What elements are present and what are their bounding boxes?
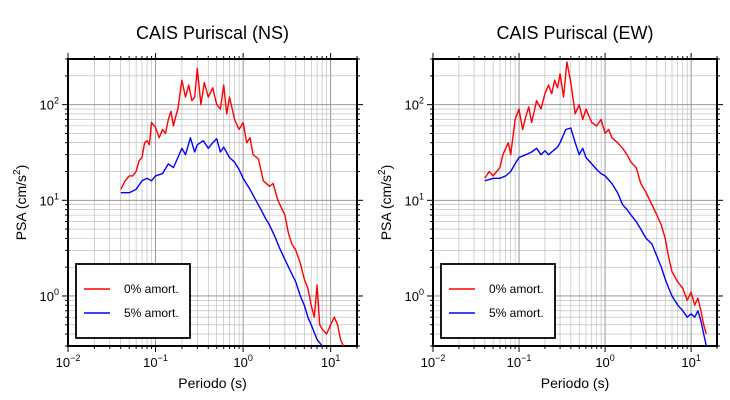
tick-marks	[62, 53, 363, 352]
y-tick-label-base: 10	[405, 193, 419, 208]
x-tick-label-base: 10	[143, 355, 157, 370]
x-tick-label-base: 10	[595, 355, 609, 370]
series-line-amort-0	[484, 61, 707, 335]
plot-frame	[67, 58, 358, 347]
series-line-amort-5	[120, 137, 323, 346]
y-tick-label: 102	[40, 96, 59, 113]
x-tick-label-base: 10	[421, 355, 435, 370]
y-axis-label: PSA (cm/s2)	[12, 165, 29, 241]
y-axis-label-exp: 2	[12, 169, 23, 175]
y-axis-label-close: )	[378, 165, 394, 170]
y-tick-label-exponent: 2	[54, 96, 59, 106]
chart-title: CAIS Puriscal (NS)	[136, 23, 289, 43]
y-axis-label-close: )	[13, 165, 29, 170]
chart-panel-ns: CAIS Puriscal (NS)10−2 10−1 100 10110010110…	[12, 23, 363, 391]
y-tick-label-base: 10	[40, 193, 54, 208]
x-tick-label-exponent: −2	[70, 353, 80, 363]
x-tick-label: 10−2	[421, 353, 446, 370]
y-tick-label: 100	[405, 287, 424, 304]
y-axis-label-exp: 2	[377, 169, 388, 175]
x-tick-label-base: 10	[507, 355, 521, 370]
series-line-amort-0	[120, 67, 345, 346]
legend-label: 0% amort.	[489, 282, 544, 296]
x-tick-label-base: 10	[681, 355, 695, 370]
x-tick-label-exponent: −1	[158, 353, 168, 363]
y-tick-label-base: 10	[40, 289, 54, 304]
x-tick-label-exponent: −2	[435, 353, 445, 363]
y-tick-label-exponent: 0	[419, 287, 424, 297]
x-tick-label-base: 10	[321, 355, 335, 370]
tick-marks	[427, 53, 723, 352]
y-tick-label-base: 10	[40, 98, 54, 113]
y-tick-label: 101	[40, 191, 59, 208]
x-tick-label: 100	[233, 353, 252, 370]
y-tick-label-exponent: 2	[419, 96, 424, 106]
y-tick-label: 102	[405, 96, 424, 113]
y-tick-label: 101	[405, 191, 424, 208]
series-lines	[120, 67, 345, 346]
x-axis-label: Periodo (s)	[541, 375, 609, 391]
x-axis-label: Periodo (s)	[178, 375, 246, 391]
legend-box	[440, 263, 556, 339]
legend-box	[75, 263, 191, 339]
x-tick-label-exponent: 0	[610, 353, 615, 363]
series-lines	[484, 61, 707, 346]
legend-label: 5% amort.	[124, 306, 179, 320]
x-tick-label: 10−1	[143, 353, 168, 370]
x-tick-label: 101	[321, 353, 340, 370]
y-axis-label-base: PSA (cm/s	[13, 175, 29, 240]
legend: 0% amort. 5% amort.	[75, 263, 191, 339]
legend-label: 0% amort.	[124, 282, 179, 296]
y-axis-label: PSA (cm/s2)	[377, 165, 394, 241]
y-tick-label-base: 10	[405, 289, 419, 304]
legend-label: 5% amort.	[489, 306, 544, 320]
x-tick-label-exponent: 0	[248, 353, 253, 363]
y-axis-label-base: PSA (cm/s	[378, 175, 394, 240]
x-tick-label-base: 10	[56, 355, 70, 370]
grid	[67, 58, 358, 347]
plot-frame	[432, 58, 718, 347]
y-tick-label-exponent: 0	[54, 287, 59, 297]
series-line-amort-5	[484, 127, 707, 346]
chart-title: CAIS Puriscal (EW)	[496, 23, 653, 43]
x-tick-label-exponent: 1	[335, 353, 340, 363]
y-tick-label-exponent: 1	[419, 191, 424, 201]
x-tick-label-exponent: −1	[521, 353, 531, 363]
x-tick-label: 10−1	[507, 353, 532, 370]
chart-panel-ew: CAIS Puriscal (EW)10−2 10−1 100 10110010110…	[377, 23, 723, 391]
x-tick-label: 10−2	[56, 353, 81, 370]
y-tick-label-base: 10	[405, 98, 419, 113]
legend: 0% amort. 5% amort.	[440, 263, 556, 339]
x-tick-label: 101	[681, 353, 700, 370]
x-tick-label-exponent: 1	[696, 353, 701, 363]
x-tick-label: 100	[595, 353, 614, 370]
y-tick-label-exponent: 1	[54, 191, 59, 201]
y-tick-label: 100	[40, 287, 59, 304]
x-tick-label-base: 10	[233, 355, 247, 370]
